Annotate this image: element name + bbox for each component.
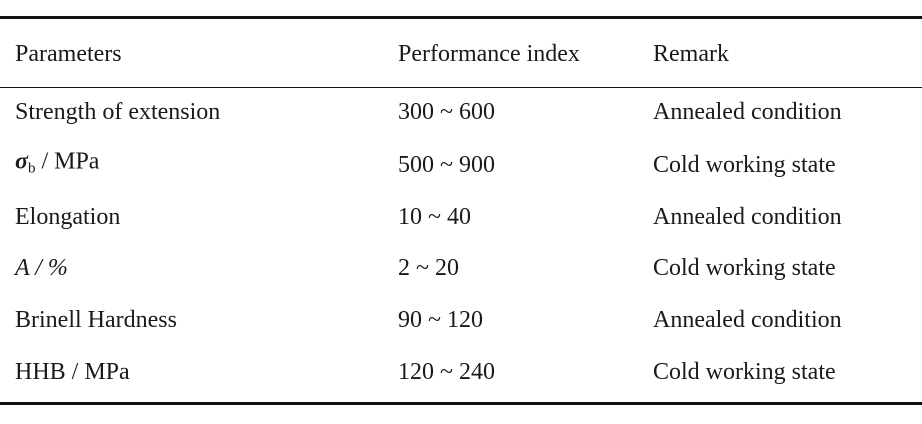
symbol: σ: [15, 148, 28, 175]
cell: Strength of extension: [15, 99, 221, 125]
cell: Cold working state: [653, 359, 836, 385]
cell: σb / MPa: [15, 147, 99, 184]
cell: 120 ~ 240: [398, 359, 495, 385]
bottom-rule: [0, 402, 922, 405]
cell: Elongation: [15, 204, 121, 230]
cell: Annealed condition: [653, 99, 842, 125]
cell: Cold working state: [653, 255, 836, 281]
header-rule: [0, 87, 922, 88]
top-rule: [0, 16, 922, 19]
cell: 300 ~ 600: [398, 99, 495, 125]
cell: HHB / MPa: [15, 359, 130, 385]
cell: Annealed condition: [653, 307, 842, 333]
cell: A / %: [15, 255, 68, 281]
header-cell: Parameters: [15, 41, 122, 67]
unit: / MPa: [35, 148, 100, 175]
cell: Annealed condition: [653, 204, 842, 230]
cell: 500 ~ 900: [398, 152, 495, 178]
cell: 2 ~ 20: [398, 255, 459, 281]
cell: 90 ~ 120: [398, 307, 483, 333]
header-cell: Remark: [653, 41, 729, 67]
header-cell: Performance index: [398, 41, 580, 67]
cell: 10 ~ 40: [398, 204, 471, 230]
cell: Cold working state: [653, 152, 836, 178]
subscript: b: [27, 160, 36, 177]
cell: Brinell Hardness: [15, 307, 177, 333]
